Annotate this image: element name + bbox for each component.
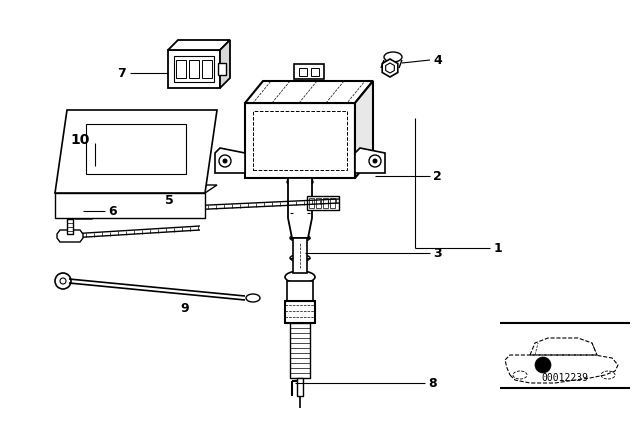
Bar	[174, 56, 214, 82]
Polygon shape	[355, 81, 373, 178]
Bar	[297, 378, 303, 396]
Polygon shape	[355, 148, 385, 173]
Bar	[285, 301, 315, 323]
Bar	[311, 68, 319, 76]
Circle shape	[223, 159, 227, 163]
Polygon shape	[288, 178, 312, 238]
Bar	[307, 196, 339, 210]
Polygon shape	[215, 148, 245, 173]
Bar	[176, 60, 186, 78]
Text: 5: 5	[165, 194, 173, 207]
Bar	[168, 50, 220, 88]
Polygon shape	[55, 185, 217, 193]
Circle shape	[535, 357, 551, 373]
Text: 9: 9	[180, 302, 189, 314]
Bar	[323, 198, 328, 208]
Bar	[202, 60, 212, 78]
Text: 4: 4	[433, 53, 442, 66]
Bar	[299, 68, 307, 76]
Bar	[55, 193, 205, 218]
Bar	[316, 198, 321, 208]
Bar	[330, 198, 335, 208]
Polygon shape	[220, 40, 230, 88]
Text: 00012239: 00012239	[541, 373, 589, 383]
Polygon shape	[55, 110, 217, 193]
Text: 7: 7	[117, 66, 126, 79]
Bar	[218, 63, 226, 75]
Bar	[86, 124, 186, 174]
Polygon shape	[168, 40, 230, 50]
Polygon shape	[245, 81, 373, 103]
Circle shape	[373, 159, 377, 163]
Text: 3: 3	[433, 246, 442, 259]
Bar	[293, 238, 307, 273]
Text: 1: 1	[494, 241, 503, 254]
Bar	[290, 323, 310, 378]
Bar	[189, 60, 199, 78]
Bar	[294, 64, 324, 79]
Bar	[245, 103, 355, 178]
Text: 10: 10	[70, 133, 90, 147]
Bar	[309, 198, 314, 208]
Bar	[67, 219, 73, 234]
Polygon shape	[382, 59, 398, 77]
Text: 2: 2	[433, 169, 442, 182]
Text: 6: 6	[108, 204, 116, 217]
Text: 8: 8	[428, 376, 436, 389]
Bar	[253, 111, 347, 170]
Polygon shape	[57, 230, 83, 242]
Bar	[287, 281, 313, 301]
Polygon shape	[72, 207, 95, 219]
